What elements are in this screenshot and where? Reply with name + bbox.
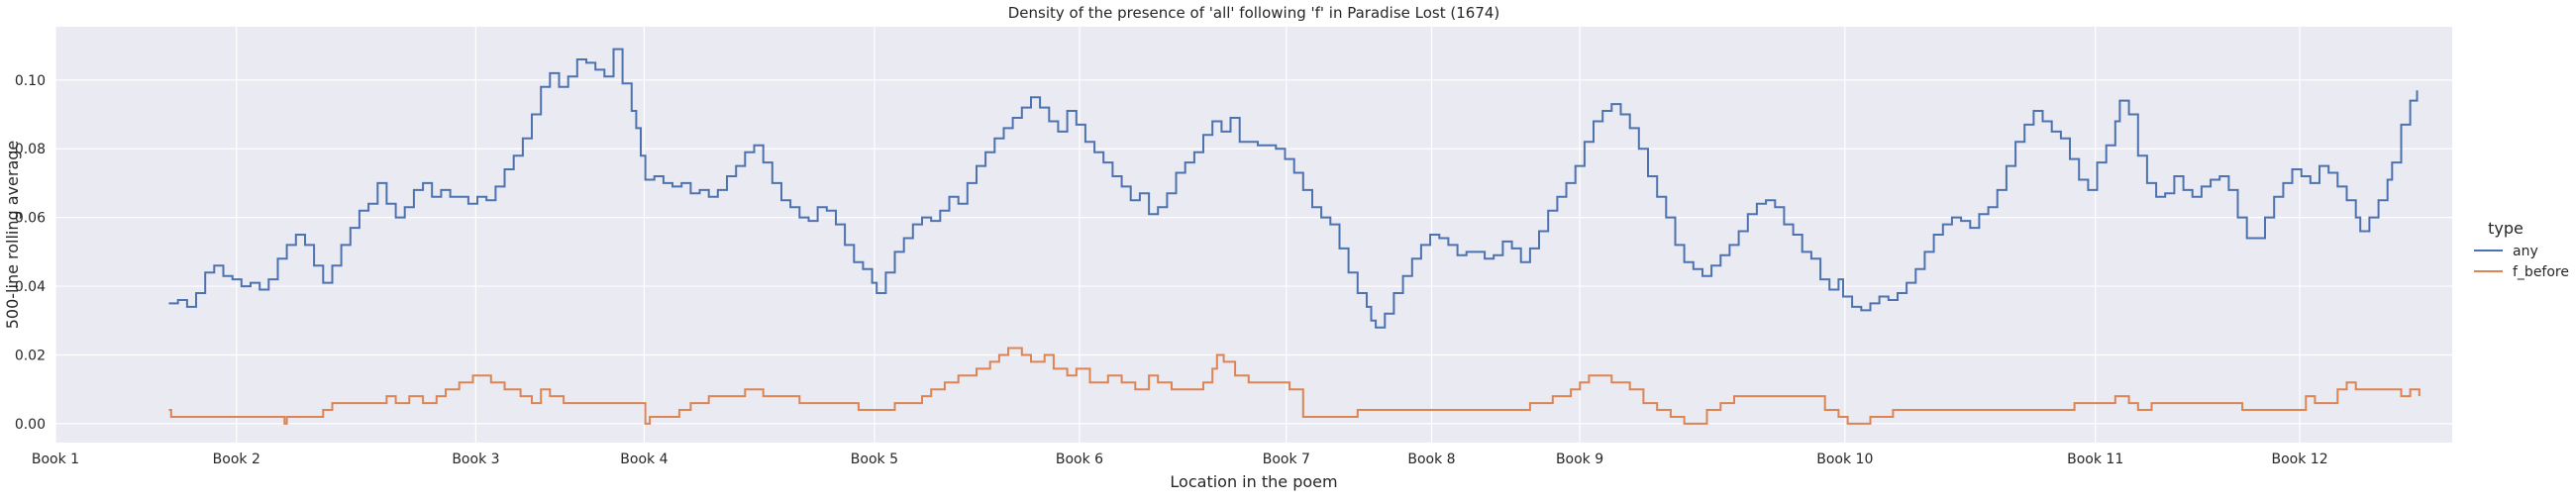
x-tick-label: Book 10 [1816, 452, 1873, 467]
y-tick-label: 0.02 [15, 348, 46, 363]
legend-label-f-before: f_before [2513, 264, 2569, 280]
x-tick-label: Book 4 [620, 452, 668, 467]
chart-title: Density of the presence of 'all' followi… [1008, 4, 1500, 22]
y-tick-labels: 0.00 0.02 0.04 0.06 0.08 0.10 [15, 73, 46, 433]
y-tick-label: 0.04 [15, 279, 46, 295]
series-line-f-before [168, 347, 2421, 425]
legend-title: type [2488, 219, 2524, 238]
legend-label-any: any [2513, 244, 2538, 259]
y-tick-label: 0.06 [15, 211, 46, 227]
legend: type any f_before [2474, 219, 2569, 280]
y-tick-label: 0.00 [15, 417, 46, 433]
x-tick-label: Book 1 [32, 452, 79, 467]
x-tick-label: Book 12 [2272, 452, 2328, 467]
plot-area [55, 27, 2452, 443]
x-tick-label: Book 11 [2067, 452, 2123, 467]
x-tick-label: Book 8 [1407, 452, 1455, 467]
x-tick-labels: Book 1 Book 2 Book 3 Book 4 Book 5 Book 6 Book… [32, 452, 2328, 467]
legend-items: any f_before [2474, 244, 2569, 280]
x-tick-label: Book 9 [1556, 452, 1603, 467]
x-axis-label: Location in the poem [1170, 472, 1337, 491]
x-tick-label: Book 2 [213, 452, 260, 467]
series-line-any [168, 48, 2419, 329]
y-tick-label: 0.10 [15, 73, 46, 89]
series-lines [168, 48, 2421, 425]
x-tick-label: Book 5 [851, 452, 898, 467]
x-tick-label: Book 6 [1056, 452, 1103, 467]
x-tick-label: Book 3 [452, 452, 499, 467]
x-tick-label: Book 7 [1263, 452, 1310, 467]
y-axis-label: 500-line rolling average [3, 141, 22, 330]
y-tick-label: 0.08 [15, 142, 46, 157]
